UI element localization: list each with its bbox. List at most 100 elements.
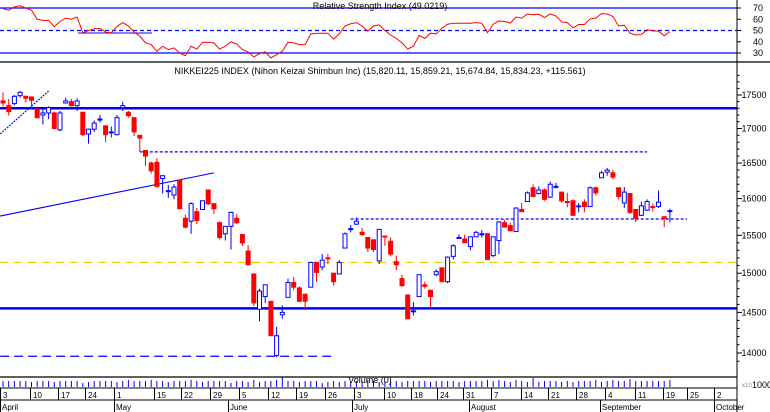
price-panel	[0, 90, 737, 358]
candle	[599, 170, 604, 179]
candle	[536, 186, 542, 195]
candle	[524, 191, 530, 202]
candle	[68, 98, 74, 107]
volume-title: Volume (0)	[348, 375, 392, 385]
candle	[268, 300, 274, 337]
candle	[34, 107, 40, 119]
candle	[433, 269, 439, 277]
candle	[467, 236, 473, 251]
candle-body	[479, 233, 485, 236]
candle	[644, 199, 650, 211]
candle	[336, 260, 342, 275]
candle-body	[51, 112, 57, 130]
price-tick-label: 14000	[741, 348, 766, 358]
month-label: August	[471, 403, 497, 412]
day-label: 14	[524, 391, 533, 400]
candle	[291, 277, 297, 291]
candle-body	[68, 101, 74, 107]
candle	[279, 305, 285, 319]
candle	[496, 221, 502, 255]
candle-body	[399, 278, 405, 287]
candle	[342, 232, 348, 249]
candle	[171, 184, 177, 200]
candle-body	[131, 117, 137, 133]
candle	[359, 227, 365, 237]
candle	[188, 202, 194, 234]
candle	[445, 256, 451, 284]
candle	[91, 120, 97, 132]
candle	[450, 244, 456, 260]
candle	[40, 108, 46, 125]
candle-body	[74, 100, 80, 107]
candle	[46, 106, 52, 120]
candle	[239, 234, 245, 246]
candle	[667, 208, 673, 223]
candle-body	[576, 205, 582, 208]
candle-body	[581, 201, 587, 208]
candle	[23, 95, 29, 103]
candle-body	[547, 183, 553, 198]
candle	[6, 98, 12, 116]
candle-body	[148, 162, 154, 172]
volume-multiplier: x10	[742, 383, 752, 389]
candle	[331, 272, 337, 286]
price-title: NIKKEI225 INDEX (Nihon Keizai Shimbun In…	[174, 66, 585, 76]
candle	[456, 234, 462, 240]
candle-body	[456, 237, 462, 240]
candle	[217, 221, 223, 240]
price-tick-label: 17500	[741, 90, 766, 100]
candle	[0, 92, 6, 107]
candle-body	[319, 259, 325, 268]
candle	[559, 191, 565, 203]
price-tick-label: 17000	[741, 124, 766, 134]
candle	[576, 202, 582, 213]
candle-body	[257, 290, 262, 310]
month-label: May	[116, 403, 131, 412]
candle	[211, 202, 217, 214]
candle-body	[627, 193, 633, 213]
candle-body	[593, 187, 599, 194]
candle-body	[542, 189, 547, 200]
candle-body	[57, 112, 63, 131]
candle	[564, 192, 570, 208]
candle	[86, 128, 91, 144]
candle	[502, 219, 508, 228]
candle	[222, 225, 228, 241]
candle	[616, 187, 622, 200]
candle	[638, 201, 644, 217]
day-label: 5	[242, 391, 247, 400]
rsi-line	[2, 5, 671, 59]
price-tick-label: 16000	[741, 194, 766, 204]
month-label: April	[2, 403, 18, 412]
volume-panel	[2, 377, 671, 387]
price-tick-label: 14500	[741, 307, 766, 317]
candle-body	[445, 256, 451, 283]
candle	[428, 289, 433, 307]
candle-body	[251, 273, 257, 304]
candle	[570, 199, 576, 216]
month-label: June	[230, 403, 248, 412]
candle-body	[519, 208, 525, 213]
candle-body	[496, 221, 502, 242]
candle-body	[365, 237, 371, 249]
day-label: 15	[157, 391, 166, 400]
candle-body	[34, 108, 40, 119]
candle	[245, 245, 251, 266]
candle-body	[513, 207, 519, 233]
candle-body	[234, 217, 240, 224]
candle-body	[228, 211, 234, 227]
candle-body	[376, 228, 382, 262]
volume-tick-label: 1000	[752, 380, 770, 390]
candle	[621, 187, 627, 209]
day-label: 17	[61, 391, 70, 400]
day-label: 4	[608, 391, 613, 400]
candle-body	[114, 117, 120, 136]
candle	[656, 190, 661, 209]
candle	[422, 281, 428, 289]
day-label: 28	[579, 391, 588, 400]
rsi-tick-label: 50	[753, 26, 763, 36]
candle-body	[564, 200, 570, 203]
day-label: 3	[357, 391, 362, 400]
candle-body	[211, 203, 217, 210]
candle-body	[154, 161, 160, 187]
